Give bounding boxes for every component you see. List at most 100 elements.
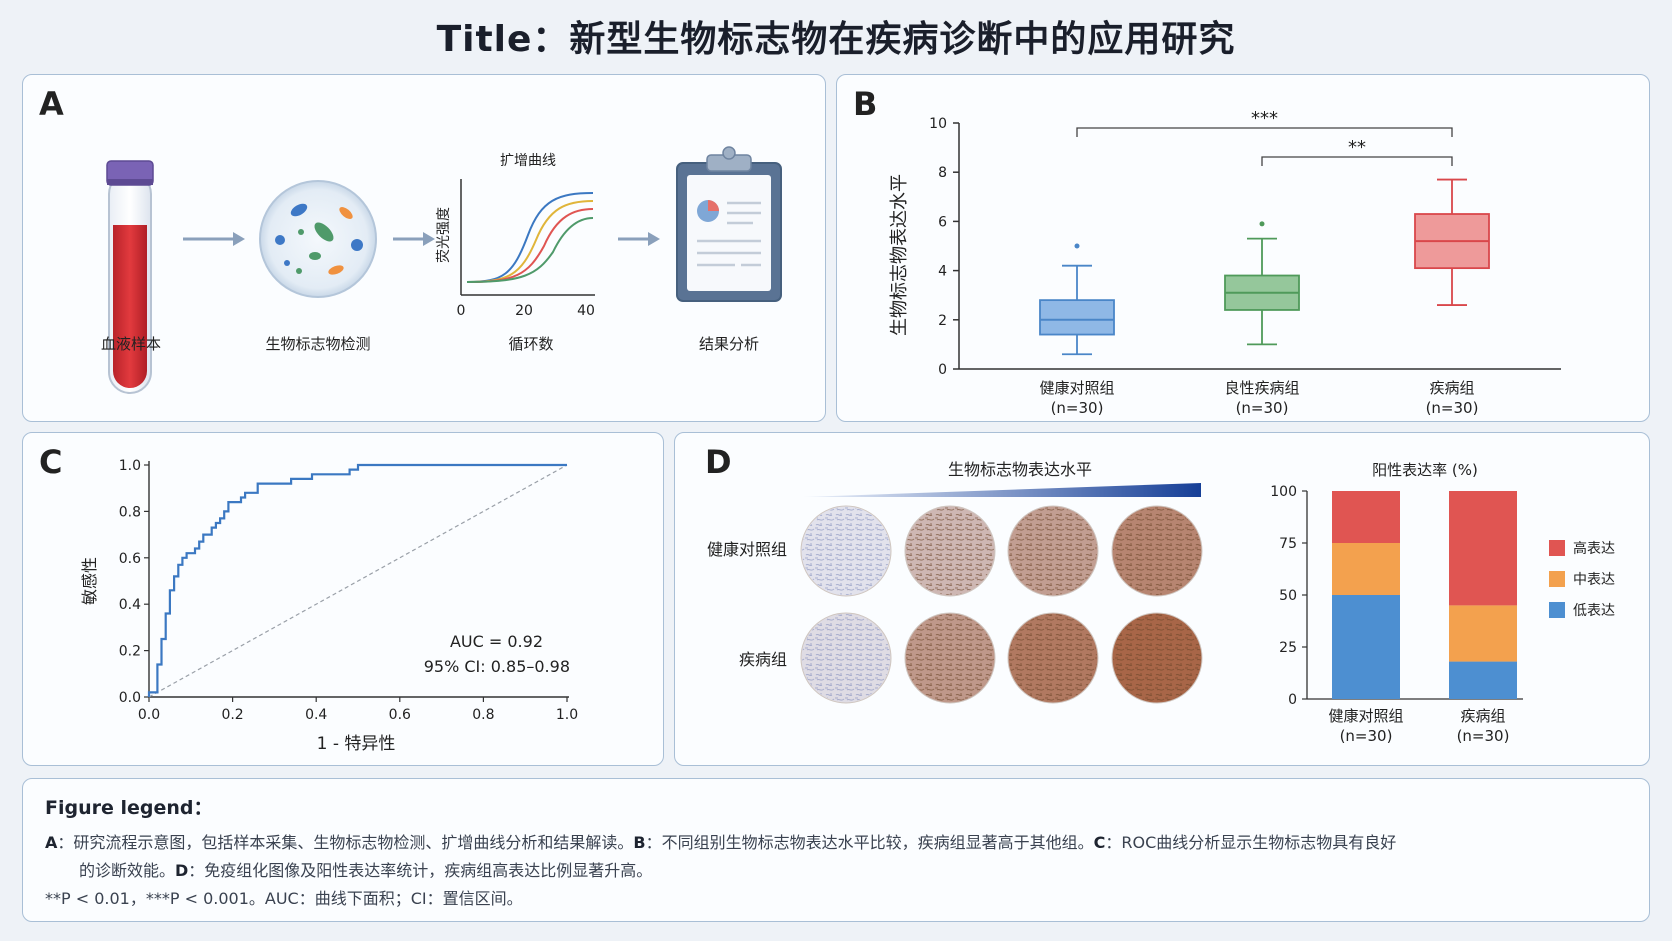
- legend-line-3: **P < 0.01，***P < 0.001。AUC：曲线下面积；CI：置信区…: [45, 889, 523, 908]
- y-tick-label: 4: [938, 264, 947, 280]
- ihc-tissue-texture: [1009, 614, 1097, 702]
- legend-text-a: ：研究流程示意图，包括样本采集、生物标志物检测、扩增曲线分析和结果解读。: [57, 833, 634, 852]
- workflow-diagram: 扩增曲线 荧光强度 0 20 40 血: [101, 146, 782, 394]
- legend-text-d: ：免疫组化图像及阳性表达率统计，疾病组高表达比例显著升高。: [188, 861, 653, 880]
- y-tick-label: 0.0: [119, 690, 141, 706]
- x-category-n: (n=30): [1051, 399, 1104, 417]
- panel-b: B 生物标志物表达水平 0 2 4 6 8 10 健康对照组 (n=30) 良性疾病组 (n=3…: [836, 74, 1650, 422]
- significance-label: **: [1348, 137, 1366, 158]
- legend-label: 低表达: [1573, 603, 1615, 619]
- bar-chart-title: 阳性表达率 (%): [1372, 461, 1478, 479]
- legend-label: 中表达: [1573, 572, 1615, 588]
- ihc-tissue-texture: [1113, 614, 1201, 702]
- y-tick-label: 1.0: [119, 458, 141, 474]
- x-category-n: (n=30): [1340, 727, 1393, 745]
- y-tick-label: 0.8: [119, 504, 141, 520]
- y-tick-label: 6: [938, 214, 947, 230]
- y-tick-label: 0: [1288, 692, 1297, 708]
- legend-key-a: A: [45, 833, 58, 852]
- y-tick-label: 2: [938, 313, 947, 329]
- x-tick-label: 0.0: [138, 707, 160, 723]
- roc-ylabel: 敏感性: [80, 557, 99, 605]
- stacked-bar-segment: [1449, 661, 1517, 699]
- clipboard-report-icon: [676, 146, 782, 302]
- outlier-point: [1074, 243, 1080, 249]
- legend-label: 高表达: [1573, 540, 1615, 557]
- x-category-label: 健康对照组: [1328, 707, 1403, 725]
- y-tick-label: 8: [938, 165, 947, 181]
- ihc-tissue-texture: [906, 614, 994, 702]
- legend-swatch: [1549, 571, 1565, 587]
- y-tick-label: 0.2: [119, 644, 141, 660]
- figure-legend: Figure legend： A：研究流程示意图，包括样本采集、生物标志物检测、…: [22, 778, 1650, 922]
- panel-a-label: A: [39, 85, 64, 123]
- curve-xtick: 40: [577, 303, 595, 319]
- legend-line-2: 的诊断效能。D：免疫组化图像及阳性表达率统计，疾病组高表达比例显著升高。: [79, 857, 652, 881]
- ihc-row-label: 健康对照组: [707, 540, 787, 559]
- panel-a: A: [22, 74, 826, 422]
- stacked-bar-segment: [1332, 491, 1400, 543]
- y-tick-label: 10: [929, 116, 947, 132]
- legend-key-d: D: [175, 861, 189, 880]
- step-label-detection: 生物标志物检测: [265, 335, 370, 353]
- boxplot-chart: 生物标志物表达水平 0 2 4 6 8 10 健康对照组 (n=30) 良性疾病组 (n=30)…: [889, 108, 1561, 417]
- legend-swatch: [1549, 602, 1565, 618]
- panel-b-label: B: [853, 85, 878, 123]
- ihc-tissue-texture: [802, 614, 890, 702]
- curve-ylabel: 荧光强度: [435, 207, 452, 263]
- stacked-bar-segment: [1332, 595, 1400, 699]
- x-tick-label: 0.2: [221, 707, 243, 723]
- legend-line-1: A：研究流程示意图，包括样本采集、生物标志物检测、扩增曲线分析和结果解读。B：不…: [45, 829, 1396, 853]
- y-tick-label: 100: [1270, 484, 1297, 500]
- legend-key-c: C: [1093, 833, 1106, 852]
- boxplot-ylabel: 生物标志物表达水平: [889, 174, 910, 336]
- figure-title: Title：新型生物标志物在疾病诊断中的应用研究: [436, 19, 1236, 60]
- y-tick-label: 0: [938, 362, 947, 378]
- legend-text-c: ：ROC曲线分析显示生物标志物具有良好: [1105, 833, 1397, 852]
- blood-tube-icon: [106, 160, 154, 394]
- panel-c-label: C: [39, 443, 63, 481]
- step-label-blood-sample: 血液样本: [101, 335, 161, 353]
- legend-text-c-cont: 的诊断效能。: [79, 861, 176, 880]
- ihc-tissue-texture: [1009, 507, 1097, 595]
- significance-bracket: [1261, 156, 1453, 166]
- roc-xlabel: 1 - 特异性: [317, 734, 396, 754]
- legend-title: Figure legend：: [45, 797, 213, 819]
- ihc-tissue-texture: [906, 507, 994, 595]
- stacked-bar-segment: [1332, 543, 1400, 595]
- x-tick-label: 0.4: [305, 707, 327, 723]
- arrow-icon: [183, 232, 660, 246]
- gradient-title: 生物标志物表达水平: [948, 460, 1092, 479]
- x-tick-label: 0.8: [472, 707, 494, 723]
- roc-chart: 敏感性 1 - 特异性 0.0 0.2 0.4 0.6 0.8 1.0 0.0 0.2 0.4 0…: [80, 458, 578, 754]
- y-tick-label: 25: [1279, 640, 1297, 656]
- x-tick-label: 1.0: [556, 707, 578, 723]
- y-tick-label: 75: [1279, 536, 1297, 552]
- reference-diagonal: [148, 464, 568, 698]
- panel-d-label: D: [705, 443, 732, 481]
- significance-label: ***: [1251, 108, 1278, 129]
- curve-title: 扩增曲线: [500, 153, 556, 169]
- stacked-bar-segment: [1449, 491, 1517, 606]
- curve-xtick: 0: [457, 303, 466, 319]
- y-tick-label: 0.6: [119, 551, 141, 567]
- legend-key-b: B: [633, 833, 646, 852]
- x-category-label: 疾病组: [1429, 379, 1474, 397]
- panel-c: C 敏感性 1 - 特异性 0.0 0.2 0.4 0.6 0.8 1.0 0.0 0.2 0.…: [22, 432, 664, 766]
- stacked-bar-segment: [1449, 605, 1517, 662]
- legend-swatch: [1549, 540, 1565, 556]
- roc-curve: [147, 463, 567, 697]
- outlier-point: [1259, 221, 1265, 227]
- significance-bracket: [1076, 127, 1453, 137]
- x-category-n: (n=30): [1426, 399, 1479, 417]
- box: [1039, 299, 1115, 336]
- y-tick-label: 0.4: [119, 597, 141, 613]
- x-category-label: 良性疾病组: [1224, 379, 1299, 397]
- x-tick-label: 0.6: [389, 707, 411, 723]
- auc-label: AUC = 0.92: [450, 632, 543, 651]
- ihc-and-bar-chart: 生物标志物表达水平 健康对照组 疾病组 阳性表达率 (%) 0 25 50 75 100…: [707, 460, 1615, 745]
- panel-d: D 生物标志物表达水平 健康对照组 疾病组 阳性表达率 (%) 0 25 50 75 1…: [674, 432, 1650, 766]
- petri-dish-icon: [259, 180, 377, 298]
- ci-label: 95% CI: 0.85–0.98: [424, 657, 570, 676]
- x-category-n: (n=30): [1457, 727, 1510, 745]
